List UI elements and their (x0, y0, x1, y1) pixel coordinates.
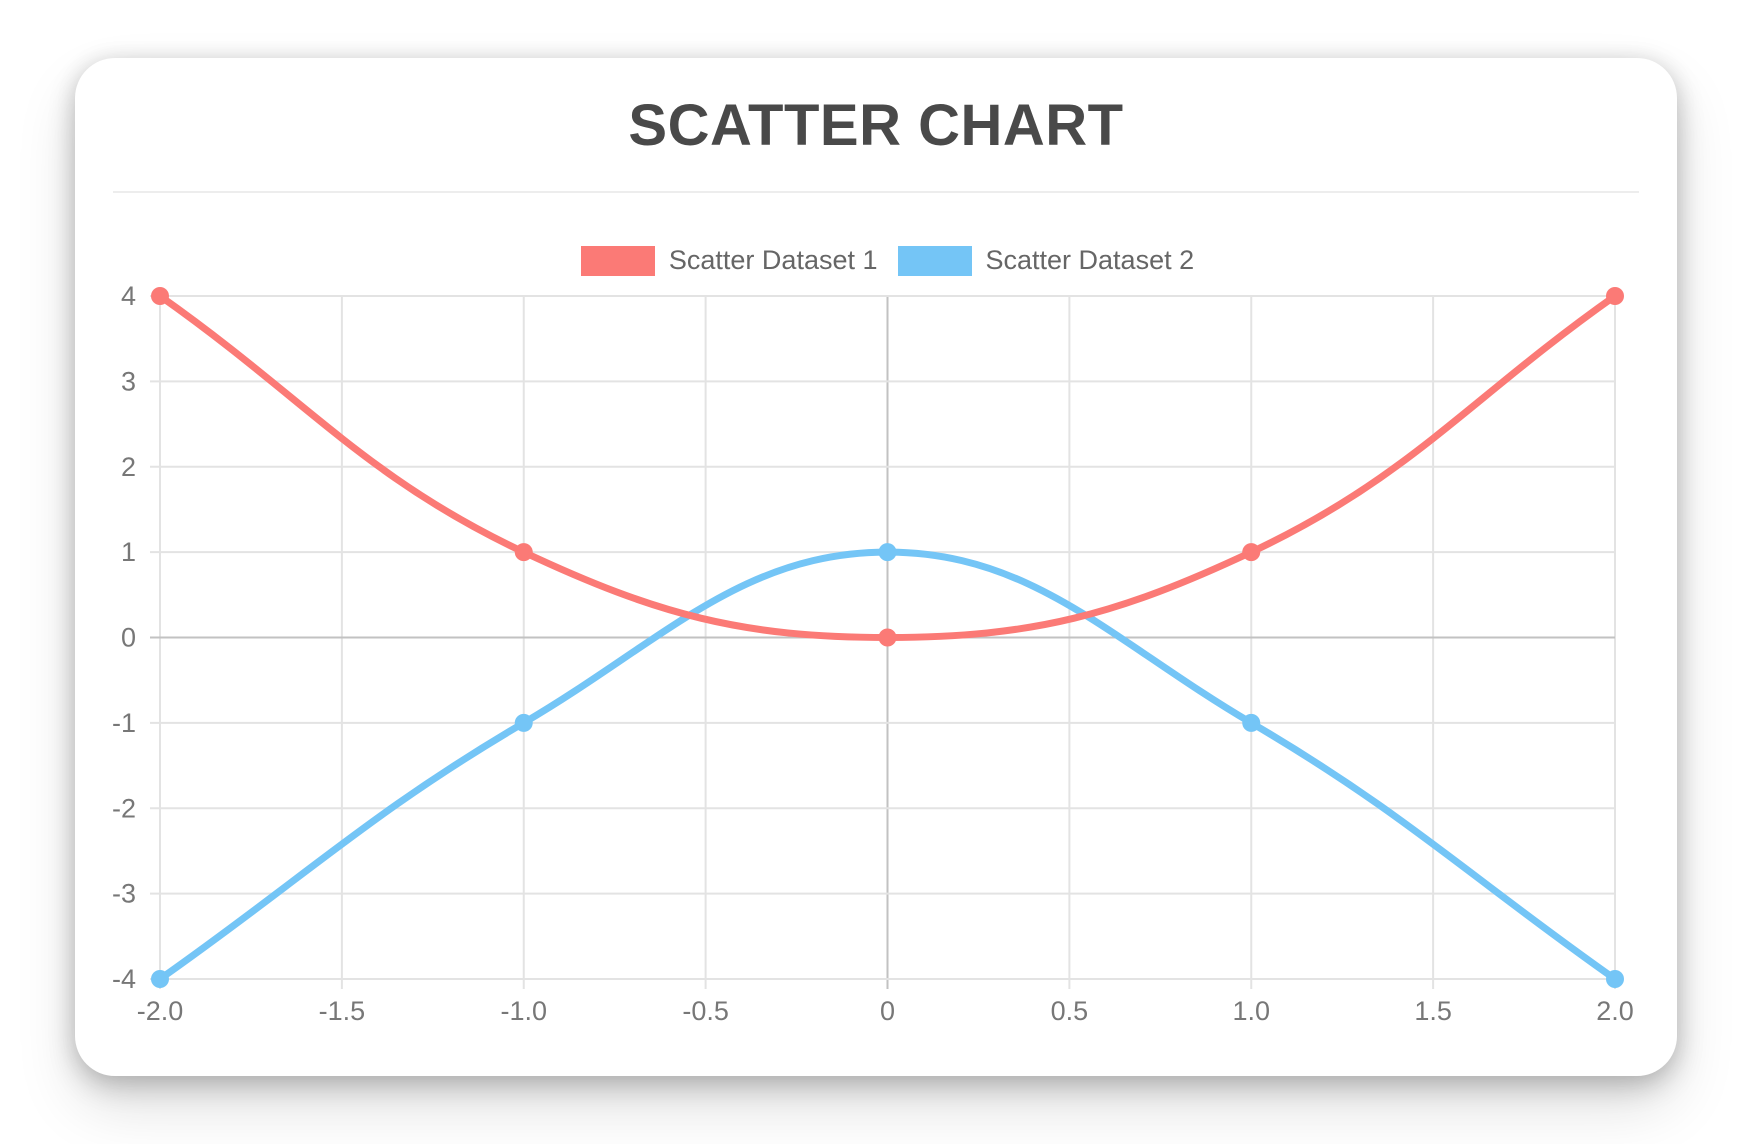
y-tick-label: -2 (112, 793, 136, 823)
y-tick-label: 2 (121, 452, 136, 482)
legend-label-dataset-1: Scatter Dataset 1 (668, 245, 878, 275)
x-tick-label: -0.5 (682, 996, 729, 1026)
x-tick-label: 1.0 (1232, 996, 1270, 1026)
legend-item-dataset-2[interactable]: Scatter Dataset 2 (897, 245, 1195, 276)
data-point-dataset-2[interactable] (514, 713, 533, 732)
data-point-dataset-1[interactable] (1242, 543, 1261, 562)
y-tick-label: 4 (121, 281, 136, 311)
data-point-dataset-2[interactable] (151, 970, 169, 988)
y-tick-label: 1 (121, 537, 136, 567)
scatter-plot[interactable]: -2.0 -1.5 -1.0 -0.5 0 0.5 1.0 1.5 2.0 4 3 2 1 0 -1 -2 -3… (75, 193, 1677, 1076)
data-point-dataset-1[interactable] (514, 543, 533, 562)
y-tick-label: -3 (112, 879, 136, 909)
chart-legend: Scatter Dataset 1 Scatter Dataset 2 (160, 245, 1615, 276)
data-point-dataset-1[interactable] (151, 287, 169, 305)
x-tick-label: 1.5 (1414, 996, 1452, 1026)
y-tick-label: 3 (121, 366, 136, 396)
data-point-dataset-2[interactable] (1606, 970, 1624, 988)
data-point-dataset-1[interactable] (878, 628, 897, 647)
x-tick-label: -1.5 (319, 996, 366, 1026)
data-point-dataset-1[interactable] (1606, 287, 1624, 305)
y-tick-label: 0 (121, 623, 136, 653)
x-tick-label: -1.0 (500, 996, 547, 1026)
legend-swatch-dataset-1 (580, 245, 655, 276)
y-tick-label: -1 (112, 708, 136, 738)
x-tick-label: 0 (880, 996, 895, 1026)
chart-title: SCATTER CHART (628, 93, 1124, 158)
y-tick-label: -4 (112, 964, 136, 994)
legend-swatch-dataset-2 (897, 245, 972, 276)
x-tick-label: 0.5 (1051, 996, 1089, 1026)
x-tick-label: 2.0 (1596, 996, 1634, 1026)
legend-label-dataset-2: Scatter Dataset 2 (985, 245, 1195, 275)
data-point-dataset-2[interactable] (1242, 713, 1261, 732)
title-divider (113, 191, 1639, 193)
x-tick-label: -2.0 (137, 996, 184, 1026)
chart-card: SCATTER CHART Scatter Dataset 1 Scatter … (75, 58, 1677, 1076)
legend-item-dataset-1[interactable]: Scatter Dataset 1 (580, 245, 878, 276)
chart-area: Scatter Dataset 1 Scatter Dataset 2 -2.0… (75, 193, 1677, 1076)
data-point-dataset-2[interactable] (878, 543, 897, 562)
